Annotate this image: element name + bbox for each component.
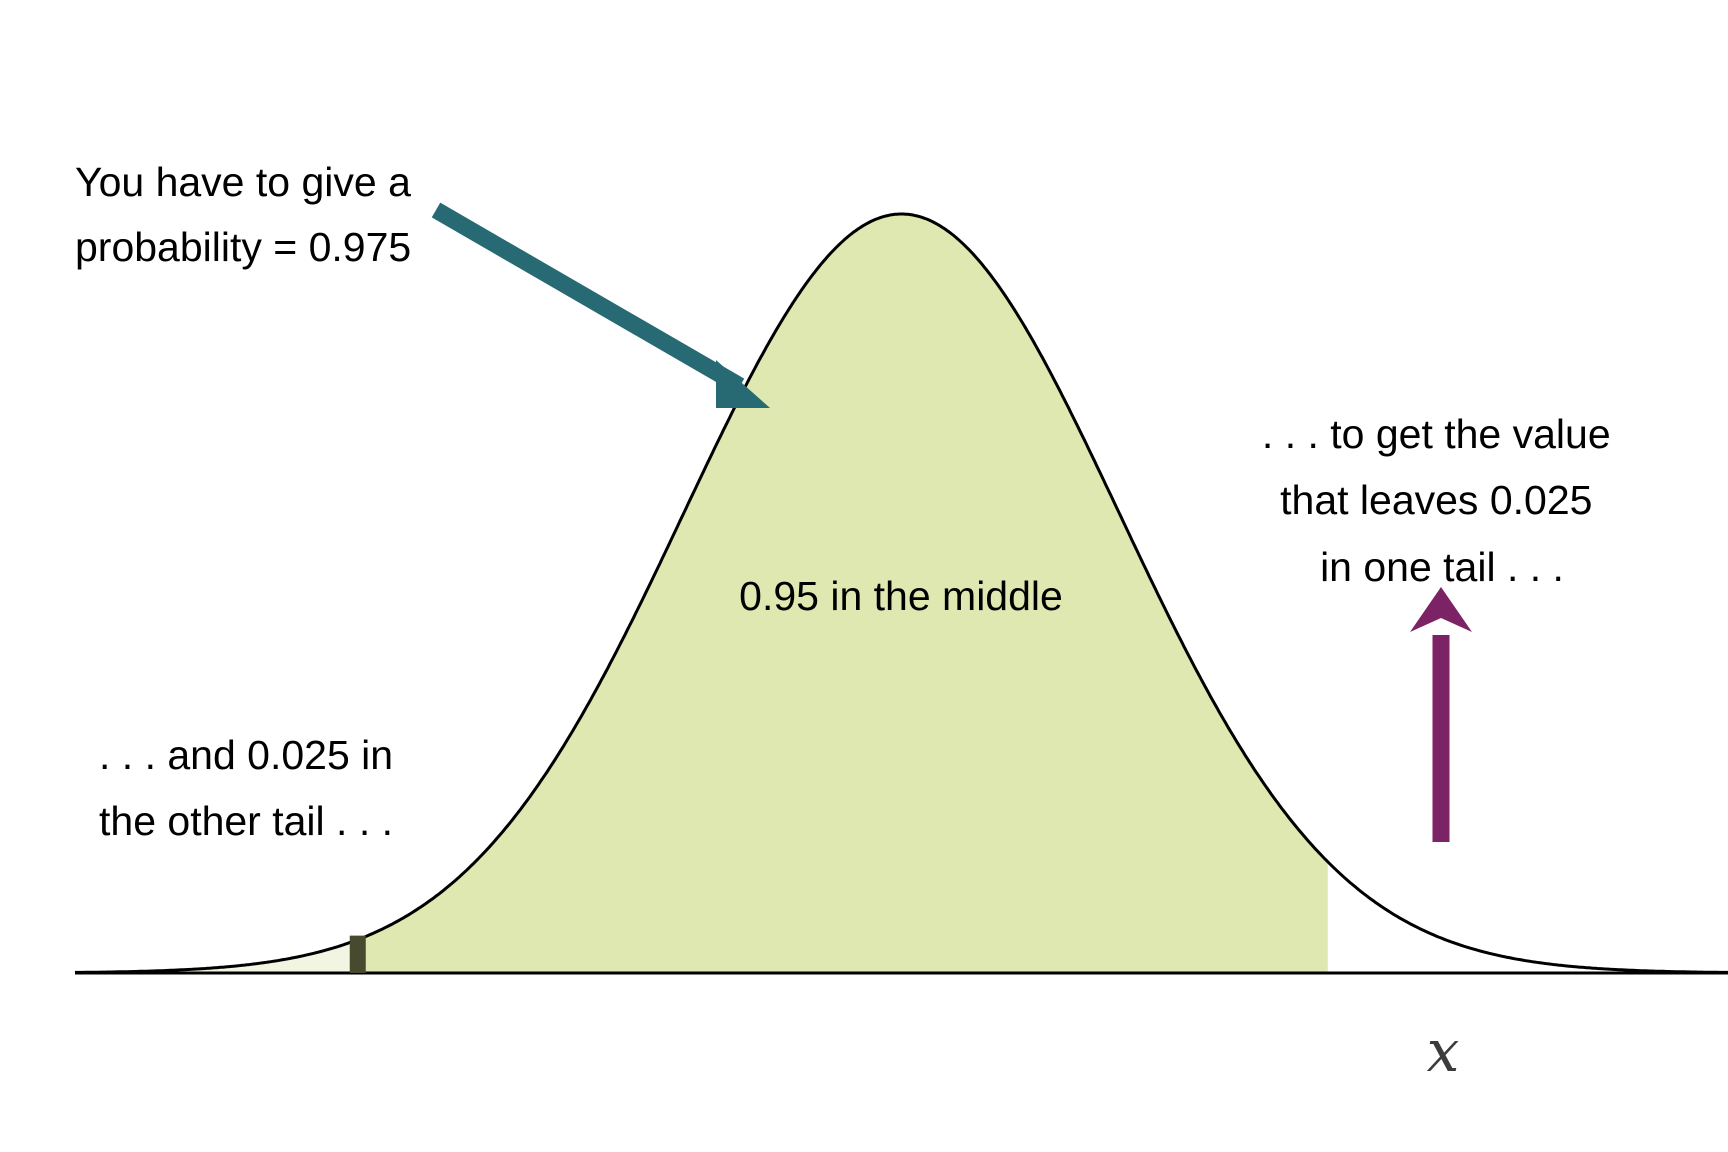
annotation-right: . . . to get the value that leaves 0.025… <box>1262 411 1622 590</box>
teal-arrow-icon <box>431 202 770 408</box>
left-tail-area <box>75 939 358 973</box>
annotation-left: . . . and 0.025 in the other tail . . . <box>99 732 404 844</box>
x-axis-label: x <box>1427 1017 1460 1085</box>
annotation-middle: 0.95 in the middle <box>739 573 1063 619</box>
middle-area <box>357 214 1328 973</box>
annotation-top-left: You have to give a probability = 0.975 <box>75 159 422 270</box>
purple-arrow-icon <box>1410 587 1472 842</box>
